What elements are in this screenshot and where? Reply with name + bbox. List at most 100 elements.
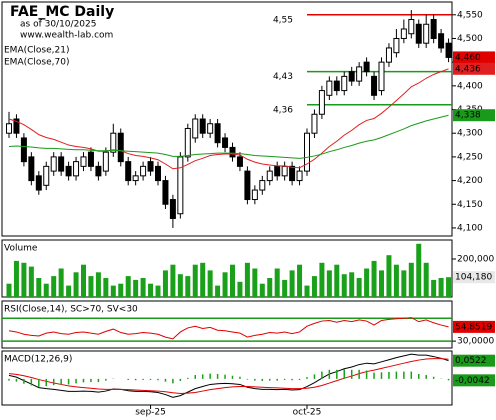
candle-body	[400, 28, 407, 39]
candle-body	[356, 66, 363, 82]
histogram-bar	[30, 378, 33, 386]
candle-body	[43, 165, 50, 186]
candle-body	[393, 37, 400, 54]
histogram-bar	[194, 375, 196, 379]
indicator-line	[8, 114, 449, 159]
candle-body	[423, 23, 430, 44]
histogram-bar	[336, 369, 338, 379]
histogram-bar	[157, 378, 159, 381]
volume-bar	[177, 274, 183, 297]
histogram-bar	[38, 378, 40, 387]
x-tick-label: sep-25	[135, 408, 166, 418]
candle-body	[304, 132, 310, 172]
histogram-bar	[261, 378, 264, 381]
last-value-box	[453, 51, 495, 64]
histogram-bar	[52, 378, 55, 386]
volume-bar	[103, 278, 109, 297]
last-value-box	[453, 320, 495, 333]
candle-body	[408, 19, 415, 35]
candle-body	[236, 156, 243, 167]
last-value-label: 104,180	[455, 273, 492, 283]
histogram-bar	[224, 374, 226, 379]
candle-body	[348, 71, 355, 82]
volume-bar	[267, 278, 273, 297]
x-tick-label: oct-25	[293, 408, 322, 418]
level-label: 4,36	[273, 105, 293, 115]
legend-entry: EMA(Close,70)	[4, 58, 69, 68]
y-tick-label: 4,400	[457, 81, 483, 91]
level-label: 4,43	[273, 72, 293, 82]
histogram-bar	[45, 378, 47, 387]
candle-body	[117, 132, 124, 163]
last-value-label: 4,460	[455, 53, 481, 63]
indicator-line	[8, 358, 449, 395]
candle-body	[28, 156, 35, 182]
last-value-label: 4,436	[455, 64, 481, 74]
volume-bar	[81, 264, 86, 297]
histogram-bar	[269, 378, 271, 381]
candle-body	[259, 180, 266, 191]
histogram-bar	[283, 378, 286, 380]
last-value-label: 54,8519	[455, 322, 492, 332]
chart-title: FAE_MC Daily	[10, 4, 114, 20]
histogram-bar	[187, 377, 189, 379]
histogram-bar	[97, 378, 100, 383]
candle-body	[415, 23, 422, 44]
histogram-bar	[90, 378, 92, 383]
histogram-bar	[321, 371, 323, 379]
chart-subtitle: as of 30/10/2025	[20, 20, 96, 30]
histogram-bar	[67, 378, 70, 385]
candle-body	[244, 170, 251, 201]
volume-bar	[408, 262, 414, 297]
candle-body	[58, 156, 65, 172]
volume-bar	[66, 285, 72, 297]
volume-bar	[297, 264, 303, 297]
volume-bar	[28, 266, 34, 297]
volume-bar	[446, 277, 452, 297]
volume-bar	[431, 279, 437, 297]
volume-bar	[185, 276, 191, 297]
candle-body	[229, 146, 236, 158]
y-tick-label: 4,500	[457, 34, 483, 44]
last-value-box	[453, 109, 495, 122]
indicator-line	[8, 353, 449, 398]
histogram-bar	[298, 378, 301, 380]
candle-body	[266, 170, 273, 182]
panel	[1, 1, 453, 237]
candle-body	[192, 118, 199, 139]
volume-bar	[393, 264, 399, 297]
histogram-bar	[432, 376, 435, 379]
histogram-bar	[127, 378, 129, 380]
histogram-bar	[365, 370, 368, 379]
volume-bar	[319, 262, 325, 297]
candle-body	[65, 165, 72, 177]
histogram-bar	[425, 375, 427, 379]
candle-body	[140, 165, 147, 177]
y-tick-label: 200,000	[457, 255, 494, 265]
candle-body	[184, 127, 191, 158]
volume-bar	[88, 276, 94, 297]
histogram-bar	[358, 369, 360, 379]
candle-body	[445, 42, 452, 58]
candle-body	[155, 165, 161, 182]
volume-bar	[51, 276, 57, 297]
last-value-box	[453, 374, 495, 387]
volume-bar	[13, 260, 19, 297]
panel	[1, 350, 453, 406]
histogram-bar	[179, 378, 182, 381]
histogram-bar	[231, 375, 234, 379]
histogram-bar	[410, 371, 413, 379]
histogram-bar	[23, 378, 25, 384]
histogram-bar	[343, 369, 345, 379]
candle-body	[80, 156, 87, 167]
volume-bar	[386, 255, 392, 297]
histogram-bar	[447, 378, 450, 381]
last-value-label: -0,0042	[455, 376, 490, 386]
histogram-bar	[134, 378, 137, 381]
volume-bar	[438, 278, 444, 297]
candle-body	[296, 170, 303, 182]
volume-bar	[43, 283, 49, 297]
y-tick-label: 4,200	[457, 176, 483, 186]
last-value-box	[453, 271, 495, 284]
candle-body	[125, 161, 132, 182]
